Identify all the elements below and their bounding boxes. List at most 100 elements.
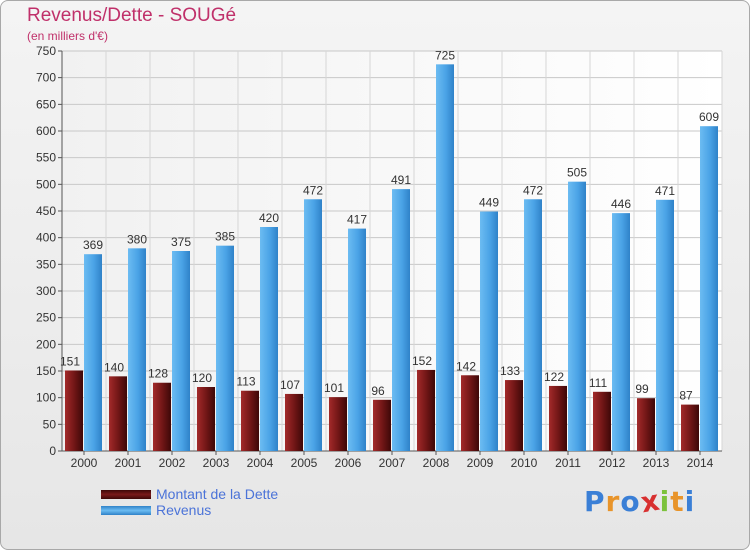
data-label-debt: 96 [371,384,385,398]
bar-revenue [128,248,146,451]
data-label-revenue: 472 [303,183,323,197]
y-tick-label: 150 [36,364,56,378]
data-label-revenue: 491 [391,173,411,187]
y-tick-label: 750 [36,44,56,58]
y-tick-label: 250 [36,311,56,325]
bar-revenue [568,181,586,451]
bar-revenue [392,189,410,451]
x-tick-label: 2004 [247,456,274,470]
bar-debt [241,390,259,451]
data-label-revenue: 505 [567,166,587,180]
x-tick-label: 2009 [467,456,494,470]
x-tick-label: 2011 [555,456,581,470]
y-tick-label: 350 [36,257,56,271]
x-tick-label: 2007 [379,456,406,470]
bar-debt [549,385,567,451]
bar-debt [329,397,347,451]
x-tick-label: 2005 [291,456,318,470]
x-tick-label: 2003 [203,456,230,470]
bar-revenue [612,213,630,451]
data-label-revenue: 472 [523,183,543,197]
brand-logo-letter: o [620,485,641,518]
bar-revenue [436,64,454,452]
data-label-debt: 120 [192,371,212,385]
bar-revenue [260,227,278,451]
data-label-revenue: 380 [127,232,147,246]
data-label-revenue: 420 [259,211,279,225]
data-label-debt: 152 [412,354,432,368]
x-tick-label: 2010 [511,456,538,470]
data-label-debt: 87 [679,389,693,403]
x-tick-label: 2008 [423,456,450,470]
bar-debt [417,369,435,451]
bar-revenue [348,228,366,451]
axes: 0 50 100 150 200 250 300 350 400 450 500 550 600 650 7… [36,44,722,470]
data-label-revenue: 385 [215,230,235,244]
chart-title: Revenus/Dette - SOUGé [27,5,237,26]
y-tick-label: 550 [36,151,56,165]
bar-debt [373,399,391,451]
data-label-revenue: 369 [83,238,103,252]
data-label-debt: 122 [544,370,564,384]
bar-debt [681,404,699,451]
data-label-debt: 128 [148,367,168,381]
y-tick-label: 200 [36,337,56,351]
data-label-debt: 151 [60,354,80,368]
y-tick-label: 100 [36,391,56,405]
bar-debt [637,398,655,451]
bar-debt [285,393,303,451]
legend-label-debt: Montant de la Dette [156,486,279,502]
bar-debt [505,380,523,451]
bar-revenue [172,251,190,451]
chart-subtitle: (en milliers d'€) [27,29,108,43]
legend-label-revenue: Revenus [156,502,212,518]
brand-logo: Proxiti [584,484,696,525]
data-label-revenue: 375 [171,235,191,249]
data-label-debt: 142 [456,359,476,373]
brand-logo-letter: t [670,485,685,518]
y-tick-label: 650 [36,97,56,111]
data-label-debt: 101 [324,381,344,395]
data-label-debt: 133 [500,364,520,378]
data-label-debt: 140 [104,360,124,374]
brand-logo-letter: r [605,485,621,518]
data-label-revenue: 471 [655,184,675,198]
data-labels: 151 369 140 380 128 375 120 385 113 420 107 472 101 4… [60,48,719,402]
data-label-revenue: 417 [347,213,367,227]
x-tick-label: 2012 [599,456,626,470]
data-label-debt: 107 [280,378,300,392]
y-tick-label: 500 [36,177,56,191]
data-label-revenue: 725 [435,48,455,62]
bar-revenue [216,245,234,451]
y-tick-label: 300 [36,284,56,298]
data-label-revenue: 449 [479,196,499,210]
bar-revenue [524,199,542,451]
bar-debt [461,375,479,451]
data-label-debt: 111 [589,376,608,390]
bar-revenue [480,211,498,451]
y-tick-label: 700 [36,71,56,85]
brand-logo-letter: i [684,485,696,518]
x-tick-label: 2006 [335,456,362,470]
legend-swatch-debt [101,490,151,499]
y-tick-label: 450 [36,204,56,218]
brand-logo-letter: i [659,485,671,518]
x-tick-label: 2013 [643,456,670,470]
x-tick-label: 2000 [71,456,98,470]
bar-debt [109,376,127,451]
bar-revenue [656,199,674,451]
bar-revenue [700,126,718,451]
data-label-debt: 113 [236,375,255,389]
bar-revenue [84,254,102,451]
data-label-revenue: 609 [699,110,719,124]
x-tick-label: 2002 [159,456,186,470]
legend-swatch-revenue [101,506,151,515]
bar-debt [197,387,215,451]
data-label-revenue: 446 [611,197,631,211]
y-tick-label: 400 [36,231,56,245]
bar-revenue [304,199,322,451]
x-tick-label: 2014 [687,456,714,470]
data-label-debt: 99 [635,382,649,396]
